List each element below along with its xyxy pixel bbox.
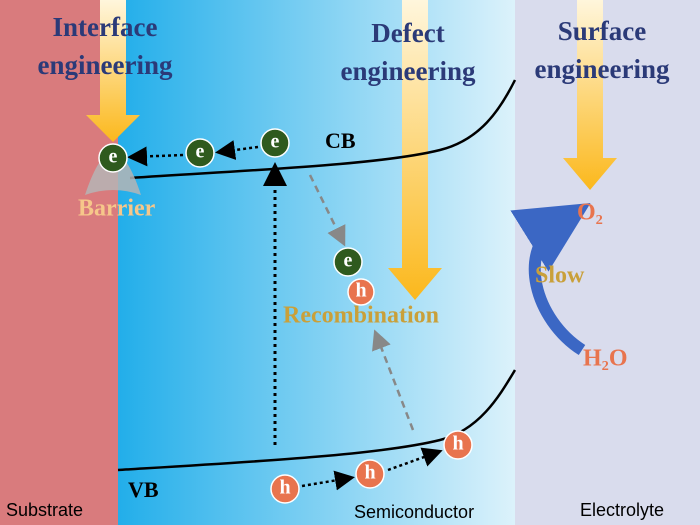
title-defect: Defect <box>371 18 444 48</box>
hole-arrow <box>387 447 443 472</box>
electron <box>333 247 363 277</box>
electron <box>98 143 128 173</box>
arrow-interface <box>86 0 140 142</box>
recombination-arrow <box>372 329 415 431</box>
holes: h h h h <box>270 278 473 504</box>
barrier-label: Barrier <box>78 196 156 222</box>
vb-label: VB <box>128 477 159 502</box>
electron <box>185 138 215 168</box>
hole <box>347 278 375 306</box>
substrate-region <box>0 0 118 525</box>
semiconductor-label: Semiconductor <box>354 502 474 522</box>
vb-line <box>117 369 517 472</box>
transfer-arrow <box>127 146 184 167</box>
electron-label: e <box>271 131 280 153</box>
electrolyte-label: Electrolyte <box>580 500 664 520</box>
electron-label: e <box>196 141 205 163</box>
title-surface: engineering <box>535 54 670 84</box>
barrier-shape <box>85 152 141 195</box>
h2o-label: H₂O <box>583 346 628 372</box>
hole <box>443 430 473 460</box>
cb-line <box>129 79 517 180</box>
cb-label: CB <box>325 128 356 153</box>
hole <box>355 459 385 489</box>
title-surface: Surface <box>558 16 646 46</box>
hole-label: h <box>355 280 366 302</box>
electron <box>260 128 290 158</box>
title-defect: engineering <box>341 56 476 86</box>
hole-label: h <box>452 433 463 455</box>
hole-label: h <box>364 462 375 484</box>
electrons: e e e e <box>98 128 363 277</box>
recombination-label: Recombination <box>283 303 439 329</box>
arrow-defect <box>388 0 442 300</box>
title-interface: engineering <box>38 50 173 80</box>
transfer-arrow <box>215 140 259 160</box>
arrow-surface <box>563 0 617 190</box>
electron-label: e <box>344 250 353 272</box>
title-interface: Interface <box>53 12 158 42</box>
reaction-arrow <box>510 202 591 356</box>
hole-label: h <box>279 477 290 499</box>
recombination-arrow <box>308 174 346 247</box>
substrate-label: Substrate <box>6 500 83 520</box>
electron-label: e <box>109 146 118 168</box>
slow-label: Slow <box>535 263 585 289</box>
hole <box>270 474 300 504</box>
o2-label: O₂ <box>577 200 603 226</box>
hole-arrow <box>301 470 355 491</box>
